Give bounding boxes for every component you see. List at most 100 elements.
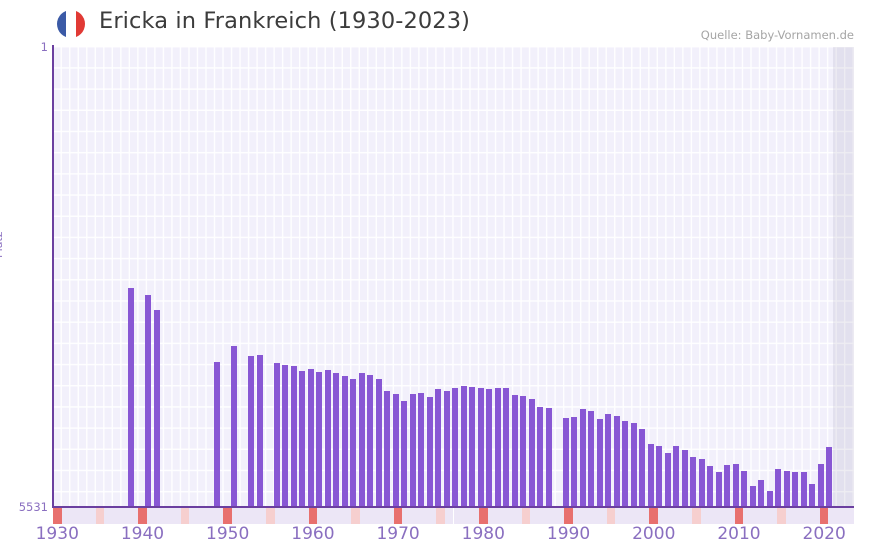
bar (784, 471, 791, 506)
bar (682, 450, 689, 506)
x-tick (675, 508, 684, 524)
x-tick (129, 508, 139, 524)
x-tick (521, 508, 531, 524)
bar (724, 465, 731, 506)
x-axis-label: 2020 (802, 524, 846, 544)
x-tick (479, 508, 488, 524)
bar (359, 373, 366, 506)
france-flag-icon (57, 10, 85, 38)
x-tick (274, 508, 284, 524)
bar (665, 453, 672, 506)
x-tick (104, 508, 113, 524)
bar (410, 394, 417, 506)
bar (316, 372, 323, 506)
bar (418, 393, 425, 506)
bar-series (53, 47, 854, 506)
bar (444, 391, 451, 506)
x-tick (547, 508, 556, 524)
x-tick (768, 508, 778, 524)
x-axis-label: 2010 (717, 524, 761, 544)
x-tick (266, 508, 275, 524)
bar (376, 379, 383, 506)
bar (792, 472, 799, 506)
y-axis-line (51, 45, 54, 508)
bar (452, 388, 459, 506)
bar (282, 365, 289, 506)
x-tick (393, 508, 403, 524)
x-tick (248, 508, 258, 524)
bar (673, 446, 680, 506)
x-tick (155, 508, 164, 524)
x-tick (197, 508, 207, 524)
x-tick (325, 508, 335, 524)
x-tick (214, 508, 224, 524)
x-tick (180, 508, 190, 524)
x-tick (462, 508, 471, 524)
x-tick (572, 508, 582, 524)
bar (214, 362, 221, 506)
bar (639, 429, 646, 506)
bar (741, 471, 748, 506)
x-tick (666, 508, 676, 524)
x-tick (743, 508, 752, 524)
bar (469, 387, 476, 506)
x-tick (632, 508, 641, 524)
bar (503, 388, 510, 506)
bar (291, 366, 298, 506)
x-tick (606, 508, 616, 524)
bar (495, 388, 502, 506)
x-tick (640, 508, 650, 524)
bar (758, 480, 765, 506)
bar (631, 423, 638, 506)
plot-area (53, 47, 854, 506)
x-tick (683, 508, 693, 524)
x-tick (138, 508, 147, 524)
x-tick (777, 508, 786, 524)
x-tick (538, 508, 548, 524)
x-tick (615, 508, 624, 524)
x-tick (649, 508, 658, 524)
bar (486, 389, 493, 506)
bar (248, 356, 255, 506)
x-tick (368, 508, 377, 524)
x-tick (223, 508, 232, 524)
x-tick (709, 508, 718, 524)
x-axis-label: 1950 (206, 524, 250, 544)
bar (393, 394, 400, 506)
x-tick (436, 508, 445, 524)
x-axis-label: 1930 (35, 524, 79, 544)
bar (128, 288, 135, 506)
x-tick (802, 508, 812, 524)
x-tick (61, 508, 71, 524)
x-tick (163, 508, 173, 524)
x-axis-label: 1960 (291, 524, 335, 544)
x-tick (342, 508, 352, 524)
bar (529, 399, 536, 506)
x-tick (308, 508, 318, 524)
x-tick (819, 508, 829, 524)
bar (257, 355, 264, 506)
bar (826, 447, 833, 506)
x-axis-label: 1990 (546, 524, 591, 544)
x-tick (334, 508, 343, 524)
x-tick (70, 508, 79, 524)
incomplete-data-shading (832, 47, 854, 506)
x-tick (240, 508, 249, 524)
x-tick (291, 508, 301, 524)
x-tick (794, 508, 803, 524)
bar (622, 421, 629, 506)
x-tick (376, 508, 386, 524)
source-attribution: Quelle: Baby-Vornamen.de (700, 28, 854, 42)
x-tick (427, 508, 437, 524)
bar (563, 418, 570, 506)
bar (605, 414, 612, 506)
bar (333, 373, 340, 506)
bar (274, 363, 281, 506)
bar (801, 472, 808, 506)
bar (231, 346, 238, 506)
x-axis-label: 2000 (632, 524, 676, 544)
bar (597, 419, 604, 506)
x-tick (726, 508, 735, 524)
x-tick (496, 508, 505, 524)
